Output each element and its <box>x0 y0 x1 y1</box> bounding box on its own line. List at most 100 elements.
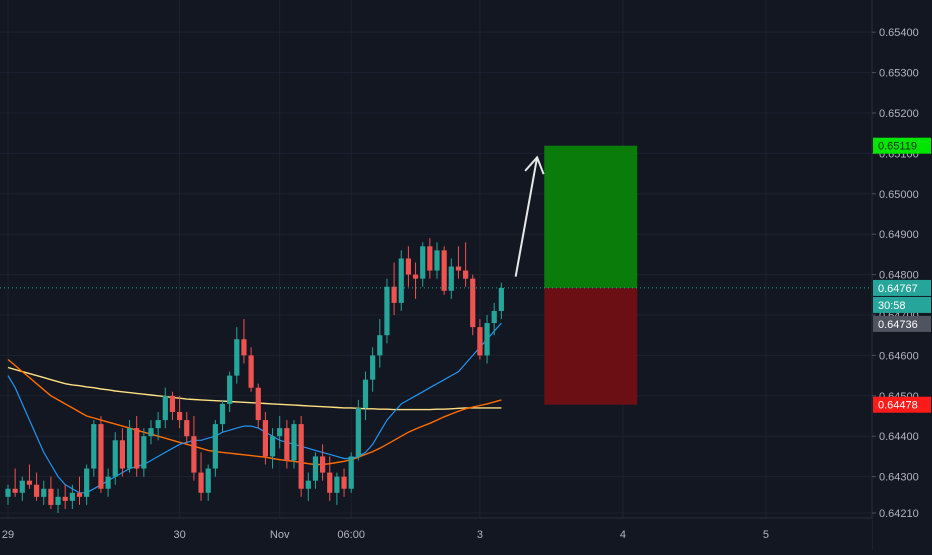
arrow-shaft[interactable] <box>514 157 539 277</box>
candle-body <box>298 424 304 489</box>
candle <box>155 411 161 441</box>
candle-body <box>148 428 154 437</box>
candle-body <box>384 286 390 336</box>
candle <box>105 468 111 497</box>
candle-body <box>155 420 161 429</box>
candle <box>255 383 261 429</box>
candle <box>312 452 319 489</box>
candle <box>126 420 133 473</box>
arrow-head[interactable] <box>524 155 545 175</box>
candle-body <box>305 480 311 489</box>
candle <box>298 416 304 497</box>
countdown-label: 30:58 <box>878 300 906 312</box>
candle <box>184 411 190 445</box>
candle-body <box>341 476 347 489</box>
candle <box>219 399 226 433</box>
long-position-tool[interactable] <box>544 145 638 405</box>
candle-body <box>84 468 90 497</box>
candle-body <box>227 375 233 404</box>
candle <box>162 387 168 429</box>
candle <box>348 452 354 493</box>
candle <box>234 327 240 384</box>
candle-body <box>141 436 147 469</box>
candle-body <box>119 440 125 469</box>
candle-body <box>234 339 240 376</box>
loss-zone[interactable] <box>544 287 638 405</box>
candle <box>119 428 125 477</box>
profit-zone[interactable] <box>544 145 638 288</box>
candle <box>177 395 183 429</box>
candle-body <box>62 496 68 501</box>
candle-body <box>291 424 297 461</box>
candle <box>491 302 497 336</box>
candle-body <box>219 403 226 425</box>
candle <box>291 420 297 469</box>
moving-averages <box>7 322 502 494</box>
candle-body <box>312 456 319 481</box>
time-tick-label: 3 <box>477 529 483 541</box>
candle-body <box>277 428 283 437</box>
candle-body <box>498 287 504 311</box>
candle <box>69 484 75 509</box>
candle <box>484 315 490 364</box>
candle <box>191 416 197 481</box>
candle <box>141 428 147 477</box>
candle-body <box>98 424 104 489</box>
candle-body <box>327 472 333 493</box>
price-tick-label: 0.65300 <box>879 68 919 80</box>
candle <box>305 472 311 501</box>
target-price-label: 0.65119 <box>878 141 917 153</box>
candle-body <box>441 250 447 291</box>
candle-body <box>162 395 168 421</box>
candle <box>384 278 390 344</box>
ma-slow-line <box>7 366 502 411</box>
candle-body <box>370 355 376 380</box>
candle <box>398 250 404 311</box>
candle <box>434 242 440 279</box>
candle <box>284 420 290 469</box>
price-axis[interactable]: 0.654000.653000.652000.651000.650000.649… <box>871 0 932 550</box>
price-tick-label: 0.65200 <box>879 108 919 120</box>
candle-body <box>427 246 433 271</box>
candle-body <box>463 270 469 279</box>
candle-body <box>377 335 383 356</box>
time-axis[interactable]: 29 30 Nov 06:00 3 4 5 <box>0 517 872 550</box>
candle-body <box>69 492 75 501</box>
price-tick-label: 0.65000 <box>879 189 919 201</box>
candle-body <box>320 456 326 473</box>
candles <box>5 238 504 513</box>
candle <box>241 319 247 364</box>
candle <box>341 468 347 497</box>
countdown-label-bg <box>873 296 931 313</box>
time-tick-label: 06:00 <box>337 529 365 541</box>
candle <box>370 347 376 392</box>
candle-body <box>19 480 25 493</box>
price-tick-label: 0.64300 <box>879 472 919 484</box>
target-price-label-bg <box>873 137 931 154</box>
price-tick-label: 0.65400 <box>879 27 919 39</box>
candle-body <box>269 436 276 457</box>
candle-body <box>262 420 268 457</box>
candle <box>134 416 140 477</box>
candle-body <box>334 476 340 493</box>
price-tick-label: 0.64400 <box>879 431 919 443</box>
candle-body <box>362 379 369 408</box>
candle-body <box>191 436 197 473</box>
candle <box>48 476 54 509</box>
candle-body <box>5 488 11 497</box>
candle <box>320 444 326 481</box>
prev-close-label-bg <box>873 315 931 332</box>
candle-body <box>455 266 462 271</box>
candle-body <box>76 492 83 497</box>
prev-close-label: 0.64736 <box>878 319 918 331</box>
candle-body <box>477 327 483 356</box>
time-tick-label: 4 <box>620 529 626 541</box>
candle <box>148 420 154 445</box>
candle <box>262 411 268 465</box>
ma-mid-line <box>7 358 502 466</box>
last-price-label-bg <box>873 279 931 296</box>
candle <box>327 456 333 501</box>
candle <box>12 468 18 497</box>
